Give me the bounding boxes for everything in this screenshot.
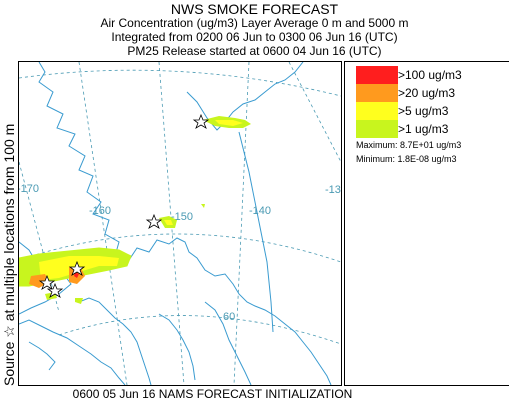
forecast-title: NWS SMOKE FORECAST — [170, 1, 339, 17]
source-star-icon — [38, 274, 56, 290]
smoke-map: -170 -160 -150 -140 -130 60 — [18, 61, 342, 386]
meridian-line — [233, 62, 250, 385]
legend-item: >5 ug/m3 — [356, 102, 506, 120]
minimum-value: Minimum: 1.8E-08 ug/m3 — [356, 154, 457, 164]
coastline — [28, 341, 56, 371]
map-canvas: -170 -160 -150 -140 -130 60 — [19, 62, 341, 385]
legend-item: >1 ug/m3 — [356, 120, 506, 138]
latitude-label: 60 — [223, 311, 235, 323]
latitude-line — [19, 69, 341, 97]
longitude-label: -140 — [249, 205, 271, 217]
coastline — [19, 319, 126, 385]
legend-swatch — [356, 120, 398, 138]
maximum-value: Maximum: 8.7E+01 ug/m3 — [356, 140, 462, 150]
latitude-line — [19, 233, 341, 263]
source-star-icon — [192, 113, 210, 129]
longitude-label: -160 — [89, 205, 111, 217]
legend-swatch — [356, 84, 398, 102]
smoke-plume-mid — [164, 220, 173, 225]
meridian-line — [78, 62, 128, 385]
source-stars — [38, 113, 210, 298]
release-start: PM25 Release started at 0600 04 Jun 16 (… — [127, 44, 382, 58]
coastline — [78, 297, 152, 385]
legend-item: >20 ug/m3 — [356, 84, 506, 102]
coastlines — [19, 62, 332, 385]
concentration-legend: >100 ug/m3 >20 ug/m3 >5 ug/m3 >1 ug/m3 M… — [344, 61, 509, 386]
meridian-line — [288, 62, 341, 163]
source-side-label: Source ☆ at multiple locations from 100 … — [1, 123, 17, 386]
graticule — [19, 62, 341, 385]
smoke-plume-mid — [215, 120, 243, 126]
legend-label: >100 ug/m3 — [398, 68, 462, 82]
border-line — [238, 131, 274, 333]
smoke-plume-low — [75, 298, 83, 304]
concentration-subtitle: Air Concentration (ug/m3) Layer Average … — [100, 16, 409, 30]
longitude-label: -170 — [19, 183, 39, 195]
coastline — [38, 62, 332, 385]
coastline — [158, 313, 196, 381]
legend-swatch — [356, 102, 398, 120]
integration-period: Integrated from 0200 06 Jun to 0300 06 J… — [111, 30, 398, 44]
meridian-line — [19, 161, 60, 313]
smoke-plume-low — [201, 204, 205, 208]
legend-item: >100 ug/m3 — [356, 66, 506, 84]
legend-label: >5 ug/m3 — [398, 104, 449, 118]
coastline — [204, 301, 252, 385]
coastline — [186, 62, 304, 131]
initialization-footer: 0600 05 Jun 16 NAMS FORECAST INITIALIZAT… — [72, 387, 353, 401]
latitude-line — [58, 315, 341, 345]
legend-swatch — [356, 66, 398, 84]
legend-label: >1 ug/m3 — [398, 122, 449, 136]
source-star-icon — [145, 213, 163, 229]
source-star-icon — [46, 282, 64, 298]
legend-label: >20 ug/m3 — [398, 86, 456, 100]
source-star-icon — [68, 260, 86, 276]
longitude-label: -150 — [171, 211, 193, 223]
longitude-label: -130 — [325, 184, 341, 196]
